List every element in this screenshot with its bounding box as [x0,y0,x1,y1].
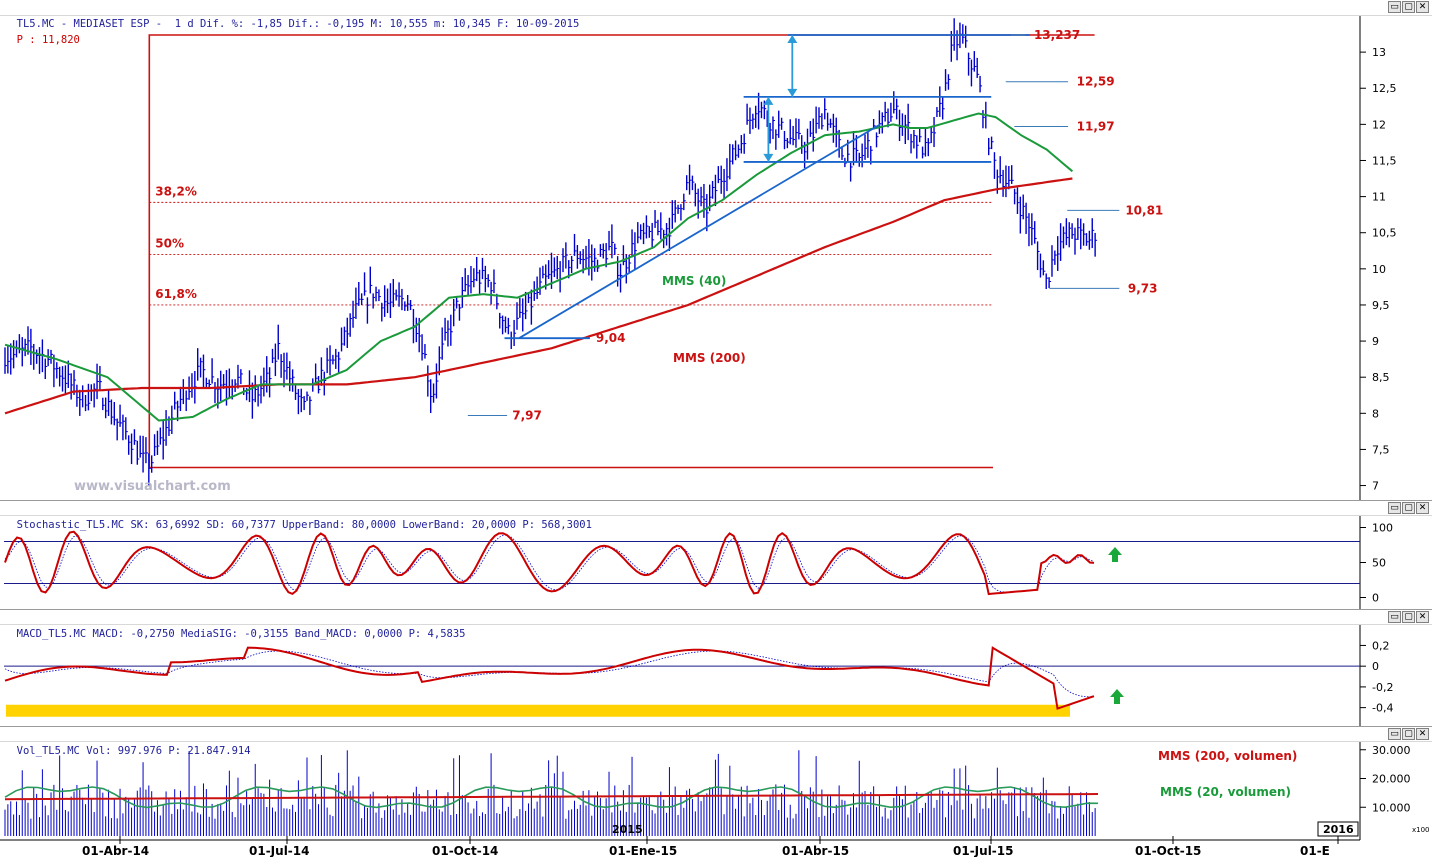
macd-panel-header: MACD_TL5.MC MACD: -0,2750 MediaSIG: -0,3… [0,609,1432,640]
mms200-label: MMS (200) [673,351,746,365]
main-window-buttons: ▭ ▢ ✕ [1388,1,1429,13]
year-label: 2015 [612,823,643,836]
level-label: 13,237 [1034,28,1080,42]
x-tick-label: 01-Oct-15 [1135,844,1201,857]
vol-tick-label: 20.000 [1372,773,1411,786]
macd-line [4,646,1095,710]
y-tick-label: 9,5 [1372,299,1390,312]
volume-maximize-button[interactable]: ▢ [1402,728,1415,740]
mms40-line [4,112,1074,422]
x-tick-label: 01-Abr-15 [782,844,849,857]
y-tick-label: 13 [1372,46,1386,59]
x-tick-label: 01-E [1300,844,1330,857]
macd-minimize-button[interactable]: ▭ [1388,611,1401,623]
vol-tick-label: 10.000 [1372,801,1411,814]
channel-arrow-head-down [763,153,774,162]
projection-arrow-head-up [787,34,798,43]
stochastic-header-text: Stochastic_TL5.MC SK: 63,6992 SD: 60,737… [16,519,592,531]
watermark: www.visualchart.com [74,479,231,494]
stoch-tick-label: 0 [1372,592,1379,605]
trend-line [518,123,881,339]
volume-header-text: Vol_TL5.MC Vol: 997.976 P: 21.847.914 [16,745,251,757]
vol-mms20-line [4,786,1099,809]
stochastic-minimize-button[interactable]: ▭ [1388,502,1401,514]
stoch-tick-label: 50 [1372,557,1386,570]
macd-highlight-band [6,704,1070,717]
stoch-line [4,530,1095,596]
year-box [1317,821,1359,837]
range-box [148,34,1095,469]
stoch-signal-line [4,534,1095,593]
level-label: 9,73 [1128,281,1158,295]
y-tick-label: 12,5 [1372,82,1397,95]
year-label: 2016 [1323,823,1354,836]
vol-mms200-line [4,793,1099,801]
y-tick-label: 8,5 [1372,371,1390,384]
level-label: 12,59 [1077,75,1115,89]
macd-tick-label: 0,2 [1372,639,1390,652]
stoch-tick-label: 100 [1372,522,1393,535]
vol-legend-200: MMS (200, volumen) [1158,749,1297,763]
macd-tick-label: 0 [1372,660,1379,673]
macd-maximize-button[interactable]: ▢ [1402,611,1415,623]
x-tick-label: 01-Jul-14 [249,844,309,857]
x-tick-label: 01-Ene-15 [609,844,677,857]
stochastic-close-button[interactable]: ✕ [1416,502,1429,514]
projection-arrow-head-down [787,88,798,97]
volume-close-button[interactable]: ✕ [1416,728,1429,740]
mms40-label: MMS (40) [662,274,726,288]
macd-tick-label: -0,4 [1372,702,1393,715]
maximize-button[interactable]: ▢ [1402,1,1415,13]
y-tick-label: 11 [1372,191,1386,204]
macd-close-button[interactable]: ✕ [1416,611,1429,623]
mms200-line [4,177,1073,415]
close-button[interactable]: ✕ [1416,1,1429,13]
level-label: 10,81 [1125,203,1163,217]
macd-up-arrow [1110,689,1124,704]
level-label: 11,97 [1077,120,1115,134]
volume-window-buttons: ▭ ▢ ✕ [1388,728,1429,740]
main-header-text: TL5.MC - MEDIASET ESP - 1 d Dif. %: -1,8… [16,18,580,30]
y-tick-label: 9 [1372,335,1379,348]
stochastic-maximize-button[interactable]: ▢ [1402,502,1415,514]
macd-tick-label: -0,2 [1372,681,1393,694]
x-tick-label: 01-Oct-14 [432,844,498,857]
y-tick-label: 12 [1372,118,1386,131]
level-label: 7,97 [512,408,542,422]
fib-label: 61,8% [155,287,197,301]
y-tick-label: 7,5 [1372,443,1390,456]
volume-bars [4,750,1096,836]
stochastic-panel-header: Stochastic_TL5.MC SK: 63,6992 SD: 60,737… [0,500,1432,531]
main-panel-header: TL5.MC - MEDIASET ESP - 1 d Dif. %: -1,8… [0,0,1432,46]
volume-panel-header: Vol_TL5.MC Vol: 997.976 P: 21.847.914 ▭ … [0,726,1432,757]
minimize-button[interactable]: ▭ [1388,1,1401,13]
y-tick-label: 10,5 [1372,227,1397,240]
stoch-up-arrow [1108,547,1122,562]
macd-header-text: MACD_TL5.MC MACD: -0,2750 MediaSIG: -0,3… [16,628,466,640]
x-tick-label: 01-Jul-15 [953,844,1013,857]
y-tick-label: 8 [1372,407,1379,420]
y-tick-label: 7 [1372,480,1379,493]
x-tick-label: 01-Abr-14 [82,844,149,857]
vol-legend-20: MMS (20, volumen) [1160,785,1291,799]
stochastic-window-buttons: ▭ ▢ ✕ [1388,502,1429,514]
y-tick-label: 11,5 [1372,154,1397,167]
macd-window-buttons: ▭ ▢ ✕ [1388,611,1429,623]
volume-minimize-button[interactable]: ▭ [1388,728,1401,740]
level-label: 9,04 [596,331,626,345]
fib-label: 50% [155,236,184,250]
price-bars [4,18,1098,487]
main-header-price: P : 11,820 [16,34,80,46]
vol-unit-label: x100 [1412,826,1430,834]
channel-arrow-head-up [763,96,774,105]
y-tick-label: 10 [1372,263,1386,276]
vol-tick-label: 30.000 [1372,744,1411,757]
fib-label: 38,2% [155,184,197,198]
